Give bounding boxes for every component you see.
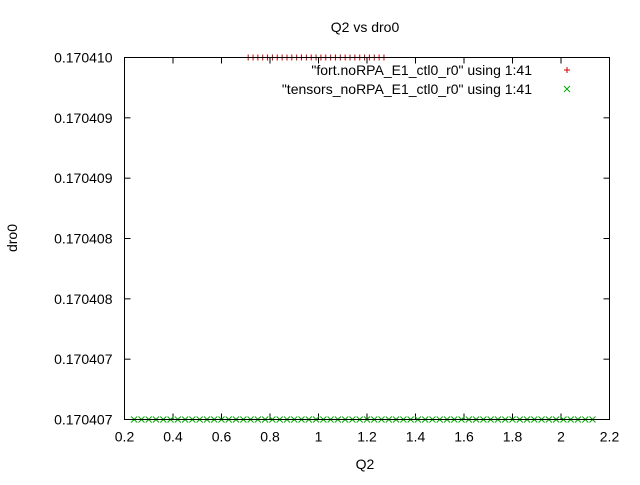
- x-tick-label: 0.2: [115, 429, 135, 445]
- y-tick-label: 0.170407: [54, 412, 113, 428]
- y-tick-label: 0.170410: [54, 50, 113, 66]
- legend-marker: [564, 67, 570, 73]
- axis-ticks: 0.2 0.4 0.6 0.8 1 1.2 1.4 1.6 1.8 2 2.2 0.170407 0.1…: [54, 50, 619, 445]
- y-tick-label: 0.170409: [54, 110, 113, 126]
- y-tick-label: 0.170409: [54, 170, 113, 186]
- plot-frame: [124, 57, 610, 420]
- y-tick-label: 0.170408: [54, 291, 113, 307]
- y-tick-label: 0.170408: [54, 231, 113, 247]
- chart-title: Q2 vs dro0: [331, 19, 400, 35]
- x-tick-label: 1.8: [503, 429, 523, 445]
- x-axis-label: Q2: [356, 456, 375, 472]
- marker-stroke: [563, 85, 571, 93]
- legend-label: "tensors_noRPA_E1_ctl0_r0" using 1:41: [282, 81, 532, 97]
- x-tick-label: 1.6: [454, 429, 474, 445]
- y-axis-label: dro0: [4, 224, 20, 252]
- x-tick-label: 1: [315, 429, 323, 445]
- legend-label: "fort.noRPA_E1_ctl0_r0" using 1:41: [311, 62, 532, 78]
- legend: "fort.noRPA_E1_ctl0_r0" using 1:41 "tenso…: [282, 62, 571, 97]
- legend-marker: [563, 85, 571, 93]
- y-tick-label: 0.170407: [54, 351, 113, 367]
- x-tick-label: 1.4: [406, 429, 426, 445]
- x-tick-label: 1.2: [357, 429, 377, 445]
- x-tick-label: 0.8: [260, 429, 280, 445]
- x-tick-label: 0.6: [212, 429, 232, 445]
- x-tick-label: 2: [557, 429, 565, 445]
- x-tick-label: 2.2: [600, 429, 620, 445]
- x-tick-label: 0.4: [163, 429, 183, 445]
